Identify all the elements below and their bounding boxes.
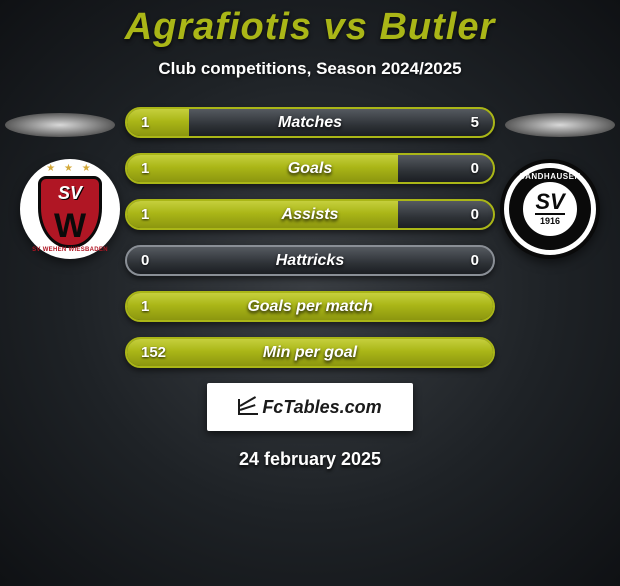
stat-row: 1Matches5 [125,107,495,138]
wehen-sv-text: SV [41,183,99,204]
fctables-logo-box: FcTables.com [207,383,413,431]
wehen-w-letter: W [41,209,99,243]
stat-value-right: 0 [471,206,479,223]
stat-label: Assists [127,206,493,224]
wehen-arc-text: SV WEHEN WIESBADEN [20,247,120,253]
stat-row: 0Hattricks0 [125,245,495,276]
stat-row: 1Goals0 [125,153,495,184]
player-right-shadow [505,113,615,137]
comparison-date: 24 february 2025 [0,449,620,470]
stat-label: Matches [127,114,493,132]
sandhausen-ring-text: SANDHAUSEN [504,172,596,181]
comparison-arena: ★ ★ ★ SV W SV WEHEN WIESBADEN SANDHAUSEN… [0,107,620,368]
chart-icon [238,399,258,415]
comparison-subtitle: Club competitions, Season 2024/2025 [0,59,620,79]
stat-label: Goals [127,160,493,178]
club-badge-right: SANDHAUSEN SV 1916 [500,159,600,259]
stat-row: 1Assists0 [125,199,495,230]
stat-row: 152Min per goal [125,337,495,368]
stat-label: Hattricks [127,252,493,270]
sandhausen-year: 1916 [540,216,560,226]
stat-value-right: 0 [471,252,479,269]
player-left-shadow [5,113,115,137]
comparison-title: Agrafiotis vs Butler [0,6,620,49]
stat-label: Min per goal [127,344,493,362]
fctables-logo-text: FcTables.com [262,397,381,418]
stat-value-right: 5 [471,114,479,131]
wehen-stars-icon: ★ ★ ★ [20,163,120,174]
sandhausen-sv-text: SV [535,192,564,215]
stat-row: 1Goals per match [125,291,495,322]
club-badge-left: ★ ★ ★ SV W SV WEHEN WIESBADEN [20,159,120,259]
stat-bars-container: 1Matches51Goals01Assists00Hattricks01Goa… [125,107,495,368]
stat-label: Goals per match [127,298,493,316]
stat-value-right: 0 [471,160,479,177]
